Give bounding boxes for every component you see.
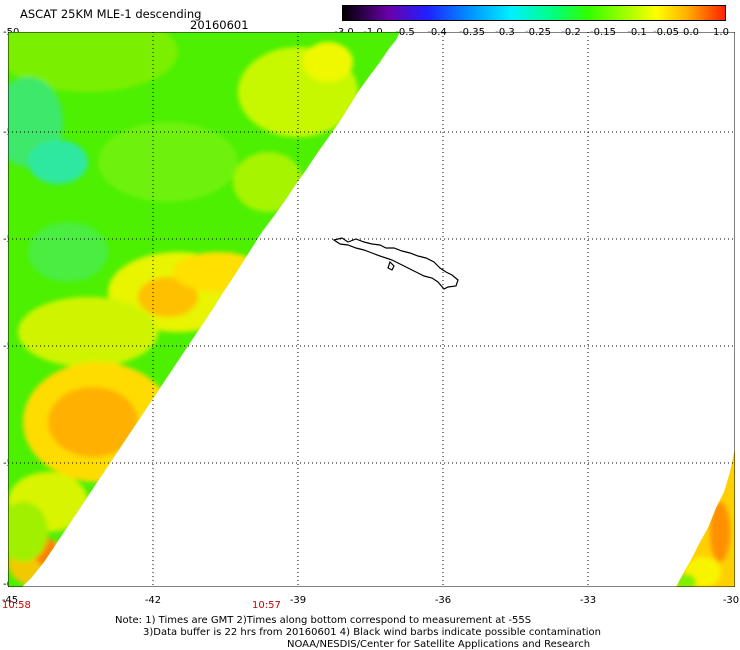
lon-tick-label: -33: [579, 595, 597, 606]
swath-east: [676, 448, 735, 587]
graticule: [8, 32, 735, 587]
footnote-line-3: NOAA/NESDIS/Center for Satellite Applica…: [287, 639, 591, 650]
wind-data-map: [8, 32, 735, 587]
colorbar-gradient: [343, 6, 725, 20]
map-title: ASCAT 25KM MLE-1 descending: [20, 7, 202, 21]
lon-tick-label: -39: [289, 595, 307, 606]
swath-west: [8, 32, 400, 587]
south-georgia-island-outline: [332, 237, 459, 290]
lon-tick-label: -45: [1, 595, 19, 606]
lon-tick-label: -36: [434, 595, 452, 606]
lon-tick-label: -42: [144, 595, 162, 606]
footnote-line-1: Note: 1) Times are GMT 2)Times along bot…: [115, 615, 532, 626]
colorbar: [342, 5, 726, 21]
footnote-line-2: 3)Data buffer is 22 hrs from 20160601 4)…: [143, 627, 601, 638]
time-label-left: 10:58: [2, 600, 31, 611]
time-label-mid: 10:57: [252, 600, 281, 611]
lon-tick-label: -30: [722, 595, 740, 606]
map-date: 20160601: [190, 18, 249, 32]
